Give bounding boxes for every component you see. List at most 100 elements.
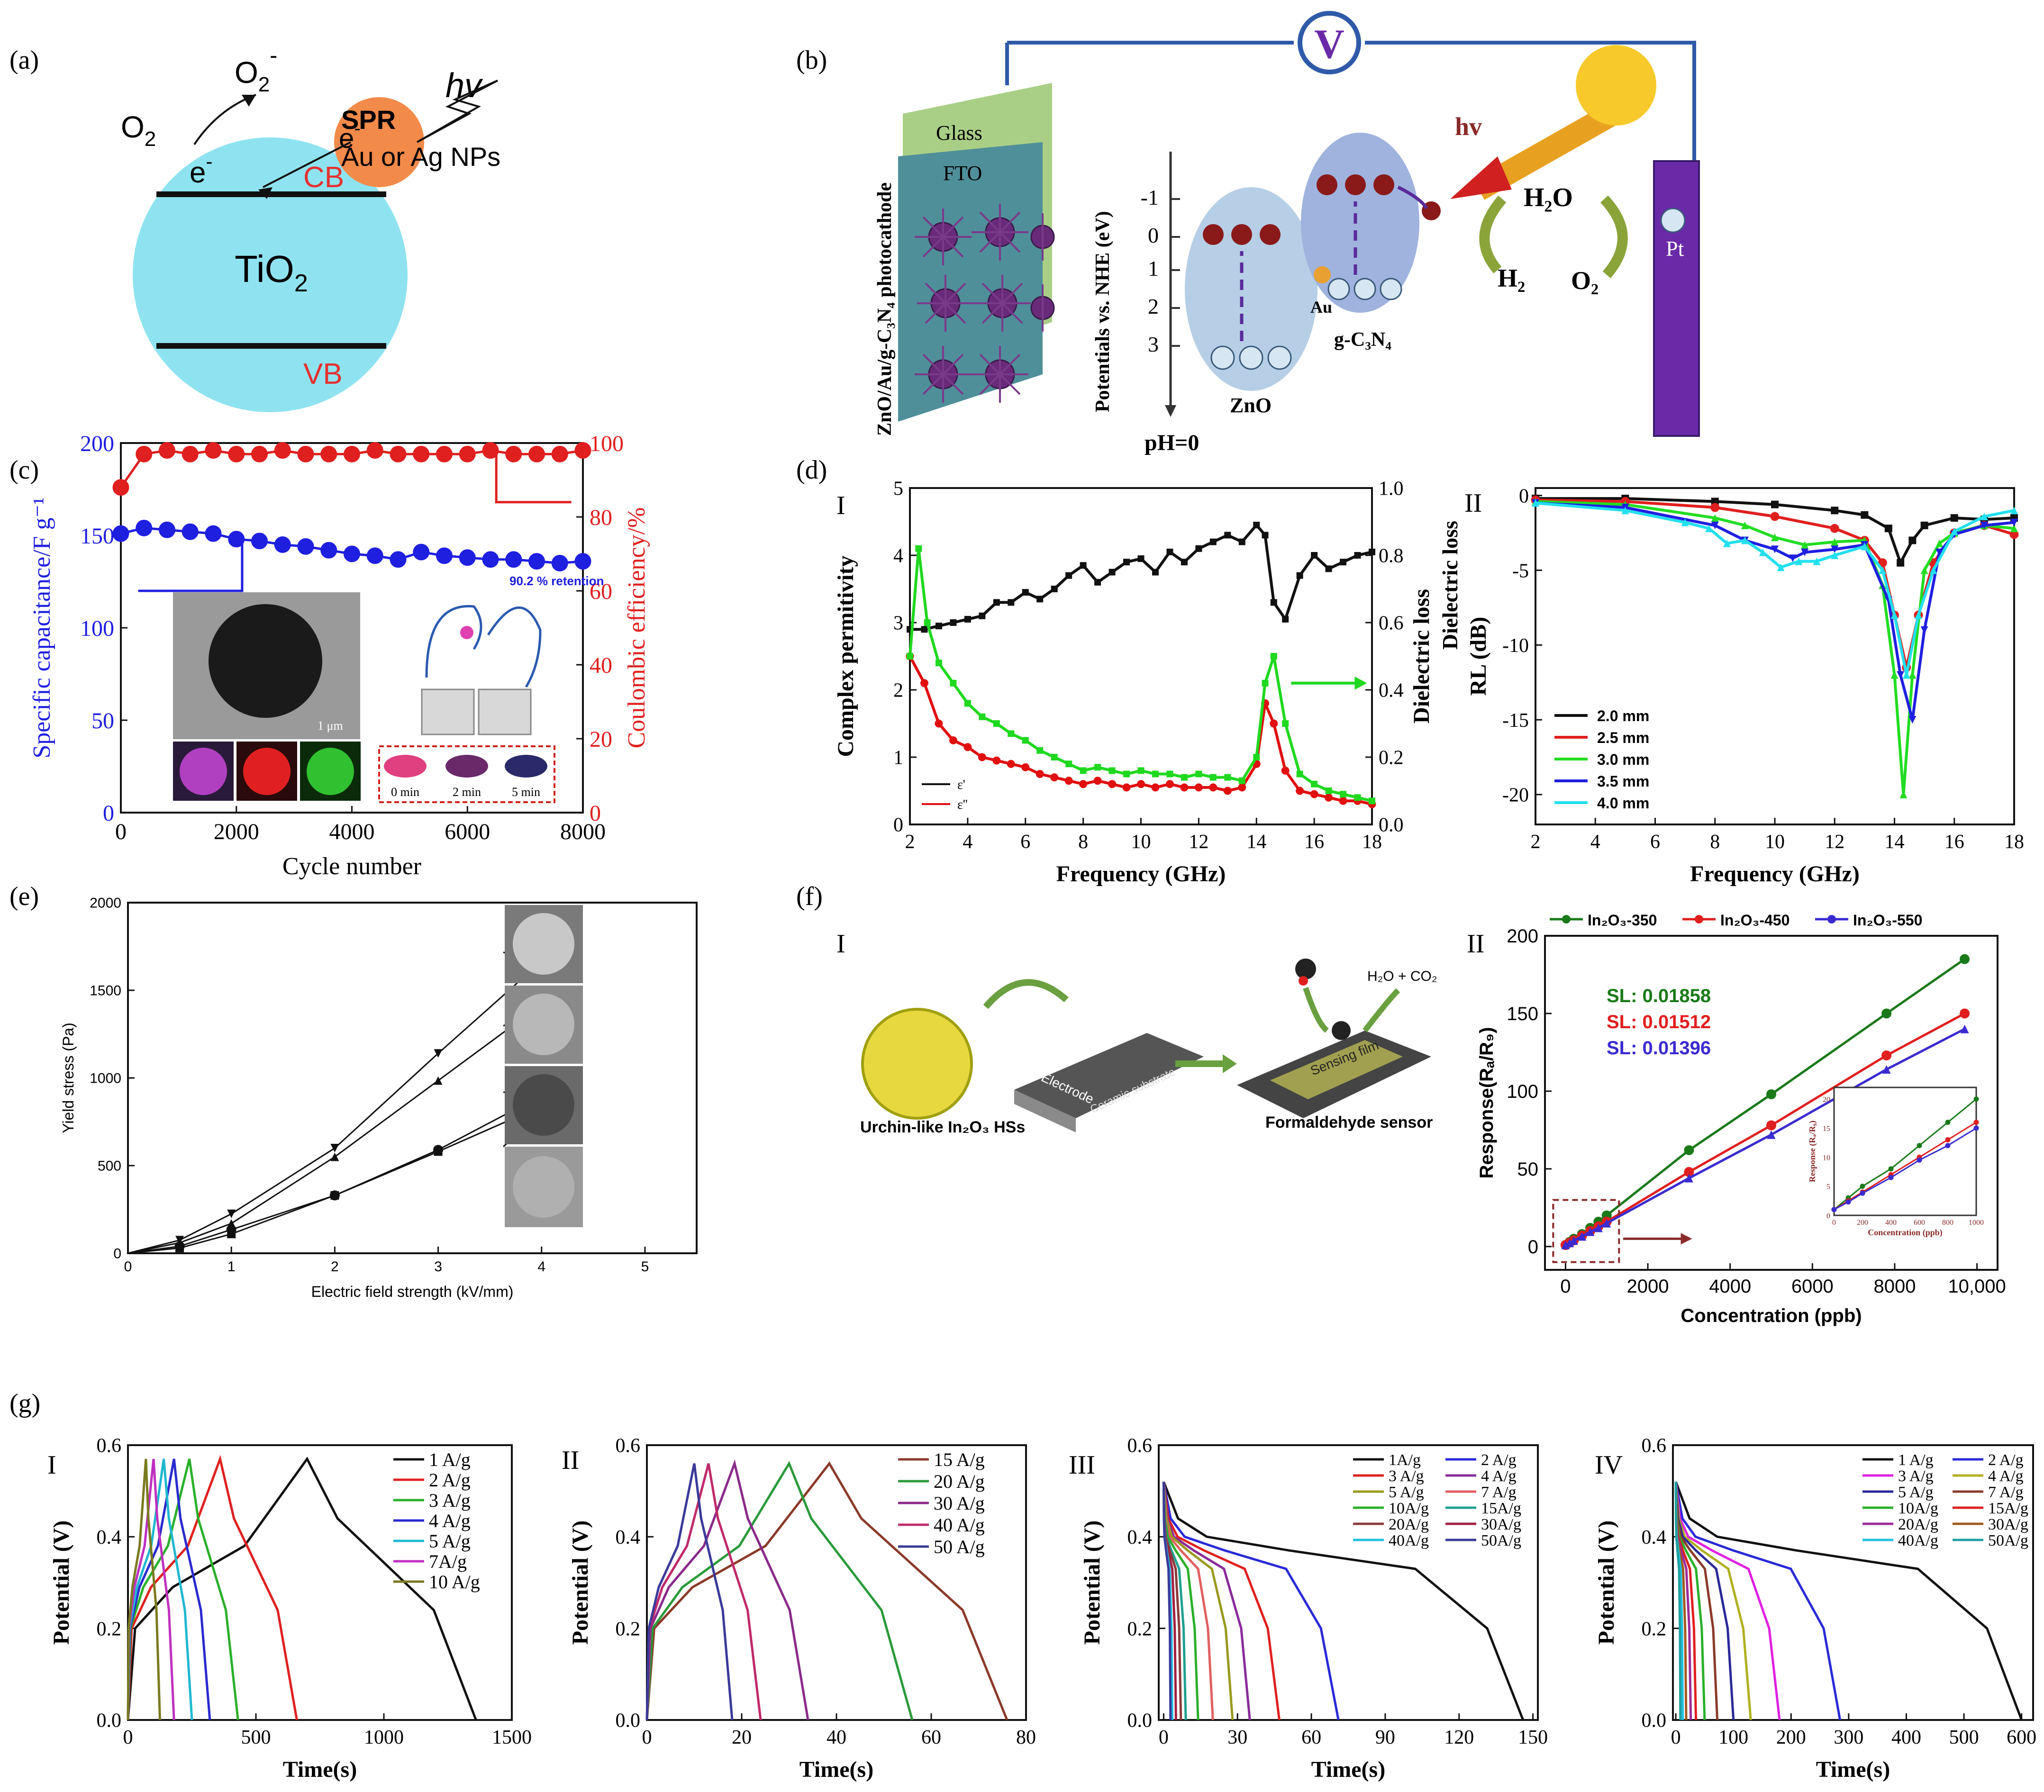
- rl-point: [1813, 557, 1821, 565]
- y-tick-label: 0: [1528, 1237, 1538, 1258]
- permittivity-imag-point: [1122, 783, 1131, 792]
- dielectric-loss-point: [1224, 774, 1231, 781]
- rl-point: [1621, 507, 1629, 515]
- x-tick-label: 2: [1531, 831, 1541, 853]
- rl-line: [1535, 501, 2015, 675]
- x-tick-label: 10: [1131, 831, 1151, 853]
- x-tick-label: 30: [1227, 1727, 1247, 1748]
- y2-axis-label: Coulombic efficiency/%: [623, 507, 650, 749]
- rl-point: [1950, 514, 1958, 522]
- time-label: 0 min: [391, 785, 419, 799]
- y-tick-label: 0.4: [616, 1527, 641, 1548]
- legend-label: 50A/g: [1481, 1532, 1521, 1549]
- x-tick-label: 2000: [1627, 1276, 1669, 1297]
- y-tick-label: 100: [1507, 1081, 1538, 1102]
- x-tick-label: 1: [227, 1259, 236, 1275]
- rl-point: [1915, 611, 1922, 619]
- x-axis-label: Frequency (GHz): [1690, 861, 1860, 887]
- rl-point: [1929, 566, 1937, 574]
- arrowhead-icon: [242, 95, 256, 107]
- legend-marker: [1827, 915, 1836, 923]
- hv-label: hv: [1455, 112, 1482, 141]
- legend-label: 5 A/g: [1389, 1484, 1424, 1501]
- dielectric-loss-point: [1253, 754, 1260, 760]
- inset-y-tick: 15: [1823, 1125, 1830, 1133]
- y-tick-label: -5: [1512, 560, 1529, 582]
- dielectric-loss-point: [1065, 760, 1072, 768]
- led-glow-5: [505, 755, 547, 778]
- response-point: [1578, 1232, 1587, 1241]
- device-1: [421, 688, 475, 735]
- efficiency-point: [413, 445, 430, 462]
- gcd-curve: [127, 1458, 239, 1720]
- y-tick-label: 0.6: [97, 1435, 122, 1457]
- y-tick-label: 0.2: [97, 1618, 122, 1640]
- capacitance-point: [390, 551, 407, 568]
- x-tick-label: 0: [115, 819, 127, 844]
- rl-point: [1908, 536, 1917, 544]
- rl-point: [1980, 512, 1988, 520]
- panel-f-i-label: I: [836, 929, 845, 959]
- plot-frame: [1672, 1444, 2034, 1721]
- x-tick-label: 14: [1246, 831, 1266, 853]
- legend-label: In₂O₃-450: [1720, 912, 1790, 929]
- y-tick-label: 50: [1517, 1159, 1539, 1180]
- rl-point: [1777, 563, 1785, 571]
- permittivity-real-point: [1123, 559, 1130, 566]
- reflection-loss-chart: 2 4 6 8 10 12 14 16 18 0 -5 -10 -15 -20 Frequency (GHz…: [1438, 485, 2024, 887]
- y-tick-label: 0.6: [616, 1435, 641, 1457]
- dielectric-loss-point: [1311, 780, 1318, 787]
- legend-label: 2 A/g: [1988, 1451, 2024, 1469]
- legend-label: In₂O₃-350: [1588, 912, 1657, 929]
- y2-tick-label: 0.0: [1379, 815, 1404, 836]
- x-tick-label: 0: [123, 1727, 133, 1748]
- inset-point: [1973, 1096, 1979, 1102]
- y-axis-label: Complex permitivity: [833, 555, 858, 757]
- permittivity-imag-point: [1021, 763, 1030, 771]
- y-tick-label: 0.2: [1642, 1618, 1667, 1640]
- dielectric-loss-point: [1137, 767, 1145, 774]
- gcd-chart-i: 0 500 1000 1500 0.0 0.2 0.4 0.6 Time(s) Potential…: [49, 1435, 532, 1782]
- slope-annotation: SL: 0.01858: [1607, 986, 1711, 1006]
- rl-point: [1711, 498, 1719, 506]
- response-point: [1594, 1223, 1603, 1232]
- arrowhead-icon: [1223, 1054, 1237, 1073]
- permittivity-real-point: [993, 599, 1000, 606]
- panel-g: (g) I II III IV 0 500 1000 15000.00.20.40.6…: [9, 1389, 2036, 1782]
- gcd-curve: [127, 1458, 211, 1720]
- rl-point: [1920, 626, 1928, 634]
- legend-label: 4 A/g: [1481, 1467, 1517, 1485]
- inset-point: [1888, 1166, 1894, 1172]
- permittivity-imag-point: [1281, 766, 1290, 775]
- au-label: Au: [1310, 298, 1332, 317]
- inset-x-tick: 200: [1857, 1219, 1868, 1227]
- electron-icon: [1260, 224, 1281, 245]
- y-tick-label: 150: [1507, 1004, 1538, 1024]
- x-tick-label: 90: [1375, 1727, 1395, 1748]
- y-tick-label: 0.2: [616, 1618, 641, 1640]
- yield-stress-point: [434, 1049, 443, 1058]
- legend-label: 40A/g: [1898, 1532, 1938, 1549]
- response-point: [1960, 954, 1970, 964]
- dielectric-loss-point: [1209, 774, 1217, 781]
- y-tick-label: 2: [893, 680, 903, 702]
- y2-tick-label: 20: [590, 727, 612, 752]
- efficiency-point: [482, 442, 499, 459]
- y-tick-label: 1000: [90, 1071, 121, 1086]
- dielectric-loss-point: [950, 679, 957, 687]
- legend-label: 40 A/g: [934, 1514, 985, 1536]
- rl-point: [1831, 507, 1839, 515]
- x-axis-label: Electric field strength (kV/mm): [311, 1283, 514, 1300]
- panel-b: (b) V Glass FTO ZnO/Au/g-C₃N₄ photocatho…: [796, 11, 1700, 455]
- inset-x-tick: 400: [1885, 1219, 1897, 1227]
- efficiency-point: [320, 445, 337, 462]
- permittivity-imag-point: [1151, 783, 1160, 792]
- permittivity-real-point: [1152, 569, 1159, 576]
- time-label: 5 min: [512, 785, 540, 799]
- capacitance-point: [505, 551, 522, 568]
- permittivity-real-point: [1282, 615, 1289, 623]
- y-tick-label: 3: [893, 613, 903, 634]
- eds-map-dot: [307, 748, 354, 795]
- o2-label: O2: [121, 110, 156, 151]
- y-axis-label: Specific capacitance/F g⁻¹: [28, 497, 55, 758]
